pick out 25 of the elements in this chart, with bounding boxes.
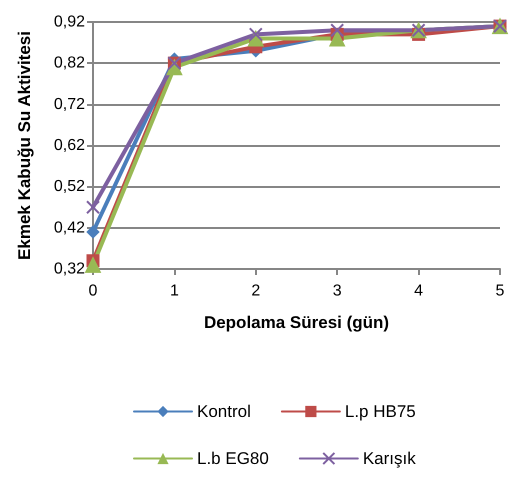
x-tick-label: 3 <box>332 282 342 300</box>
x-axis-title: Depolama Süresi (gün) <box>204 313 390 332</box>
point <box>330 23 344 38</box>
y-tick-label: 0,32 <box>54 260 86 278</box>
point <box>86 225 100 238</box>
x-tick-label: 5 <box>496 282 505 300</box>
legend-label: L.p HB75 <box>344 402 416 421</box>
x-tick-label: 1 <box>170 282 179 300</box>
y-tick-label: 0,92 <box>54 14 86 30</box>
point <box>248 27 263 42</box>
y-tick-label: 0,42 <box>54 219 86 236</box>
y-axis-title: Ekmek Kabuğu Su Aktivitesi <box>15 31 34 260</box>
x-tick-label: 4 <box>414 282 424 300</box>
x-tick-label: 0 <box>88 282 98 300</box>
point <box>85 256 101 273</box>
legend-label: Karışık <box>362 449 416 468</box>
legend-label: L.b EG80 <box>197 449 269 468</box>
y-tick-label: 0,72 <box>54 96 86 113</box>
y-tick-label: 0,82 <box>54 54 86 72</box>
y-tick-label: 0,62 <box>54 137 86 154</box>
x-tick-label: 2 <box>251 282 260 300</box>
y-tick-label: 0,52 <box>54 178 86 196</box>
legend-label: Kontrol <box>197 402 251 421</box>
point <box>86 200 100 214</box>
point <box>329 30 346 46</box>
